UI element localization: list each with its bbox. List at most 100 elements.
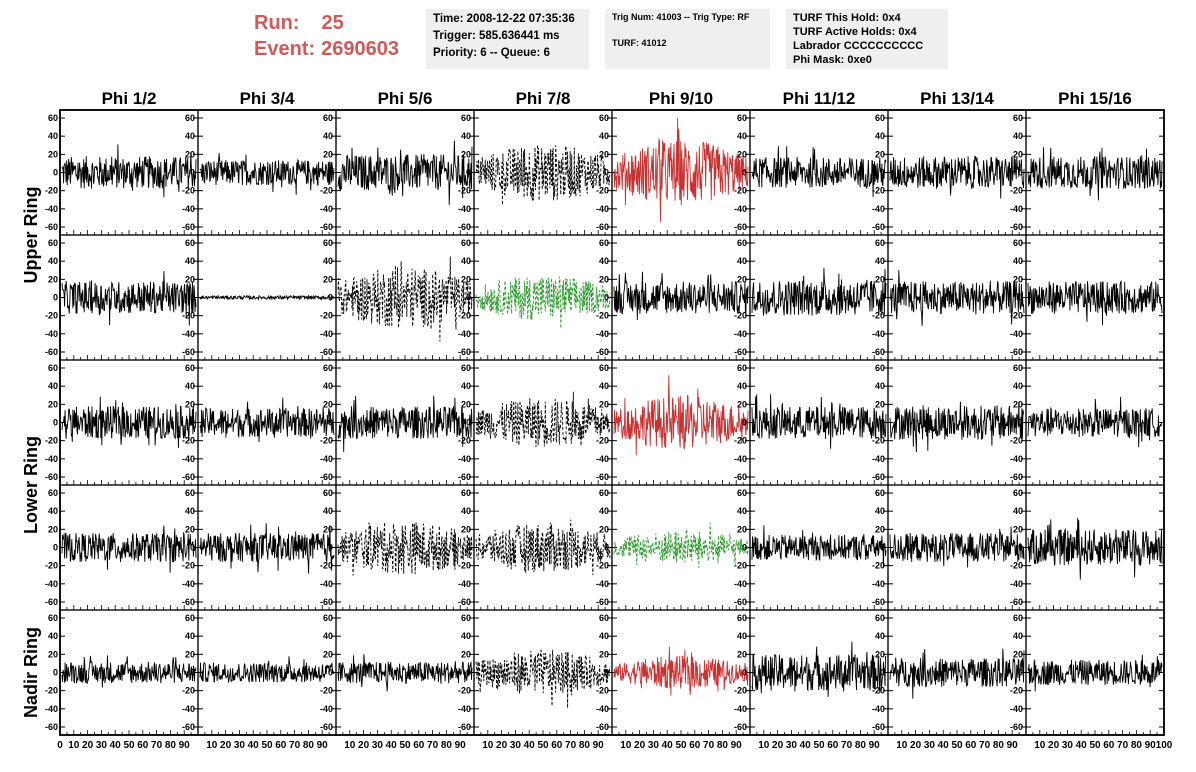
waveform-trace-r2-c7: [1027, 396, 1163, 448]
y-tick-label: 60: [1013, 488, 1023, 498]
y-tick-label: -20: [458, 436, 471, 446]
y-tick-label: -60: [320, 347, 333, 357]
x-tick-label: 60: [827, 740, 839, 751]
y-tick-label: -40: [182, 329, 195, 339]
y-tick-label: 20: [875, 524, 885, 534]
y-tick-label: 40: [1013, 506, 1023, 516]
y-tick-label: 60: [48, 238, 58, 248]
x-tick-label: 50: [1089, 740, 1101, 751]
y-tick-label: 20: [599, 399, 609, 409]
y-tick-label: 60: [1013, 613, 1023, 623]
y-tick-label: -20: [320, 561, 333, 571]
y-tick-label: 60: [461, 488, 471, 498]
y-tick-label: 60: [185, 363, 195, 373]
y-tick-label: 60: [461, 613, 471, 623]
waveform-trace-r1-c6: [889, 270, 1025, 326]
y-tick-label: -60: [458, 722, 471, 732]
x-tick-label: 40: [386, 740, 398, 751]
x-tick-label: 40: [1076, 740, 1088, 751]
priority-text: Priority: 6 -- Queue: 6: [433, 47, 550, 59]
y-tick-label: 0: [466, 668, 471, 678]
y-tick-label: 60: [599, 238, 609, 248]
y-tick-label: 20: [323, 649, 333, 659]
y-tick-label: 20: [323, 274, 333, 284]
x-tick-label: 10: [896, 740, 908, 751]
waveform-trace-r3-c2: [337, 522, 473, 576]
y-tick-label: -20: [45, 561, 58, 571]
panel-frame-r3-c3: [473, 484, 613, 611]
phi-mask-text: Phi Mask: 0xe0: [793, 54, 872, 66]
y-tick-label: 60: [323, 363, 333, 373]
y-tick-label: -20: [320, 436, 333, 446]
y-tick-label: 60: [185, 488, 195, 498]
y-tick-label: 60: [599, 363, 609, 373]
y-tick-label: -40: [1010, 454, 1023, 464]
y-tick-label: -40: [182, 204, 195, 214]
x-tick-label: 30: [786, 740, 798, 751]
y-tick-label: -20: [458, 561, 471, 571]
y-tick-label: -40: [320, 704, 333, 714]
y-tick-label: -40: [320, 204, 333, 214]
y-tick-label: -60: [872, 597, 885, 607]
y-tick-label: 0: [53, 668, 58, 678]
y-tick-label: 40: [185, 506, 195, 516]
y-tick-label: 40: [599, 256, 609, 266]
y-tick-label: 60: [185, 613, 195, 623]
y-tick-label: -60: [458, 222, 471, 232]
y-tick-label: 40: [1013, 131, 1023, 141]
y-tick-label: 40: [323, 131, 333, 141]
waveform-trace-r4-c2: [337, 654, 473, 692]
y-tick-label: -20: [596, 186, 609, 196]
y-tick-label: -20: [458, 311, 471, 321]
y-tick-label: 0: [742, 418, 747, 428]
y-tick-label: 60: [1013, 113, 1023, 123]
y-tick-label: -60: [596, 722, 609, 732]
y-tick-label: -40: [45, 454, 58, 464]
y-tick-label: 40: [461, 631, 471, 641]
waveform-trace-r2-c0: [61, 396, 197, 449]
y-tick-label: 20: [737, 524, 747, 534]
waveform-trace-r1-c0: [61, 271, 197, 326]
y-tick-label: 0: [742, 668, 747, 678]
waveform-trace-r4-c0: [61, 655, 197, 688]
x-tick-label: 40: [800, 740, 812, 751]
y-tick-label: -20: [734, 561, 747, 571]
y-tick-label: 0: [604, 668, 609, 678]
turf-text: TURF: 41012: [612, 38, 667, 48]
x-tick-label: 70: [841, 740, 853, 751]
y-tick-label: -20: [872, 436, 885, 446]
waveform-trace-r4-c5: [751, 641, 887, 697]
y-tick-label: 0: [1018, 668, 1023, 678]
y-tick-label: 60: [185, 238, 195, 248]
y-tick-label: 0: [604, 418, 609, 428]
y-tick-label: 0: [328, 293, 333, 303]
panel-frame-r0-c5: [749, 109, 889, 236]
column-header-7: Phi 15/16: [1058, 89, 1132, 108]
y-tick-label: 0: [466, 418, 471, 428]
column-header-3: Phi 7/8: [516, 89, 571, 108]
y-tick-label: 60: [737, 488, 747, 498]
panel-frame-r0-c3: [473, 109, 613, 236]
y-tick-label: 20: [48, 149, 58, 159]
x-tick-label: 80: [1131, 740, 1143, 751]
turf-hold-text: TURF This Hold: 0x4: [793, 12, 901, 24]
y-tick-label: -60: [734, 472, 747, 482]
y-tick-label: 40: [875, 631, 885, 641]
y-tick-label: -60: [734, 597, 747, 607]
y-tick-label: -60: [734, 722, 747, 732]
y-tick-label: -20: [872, 311, 885, 321]
x-tick-label: 90: [179, 740, 191, 751]
y-tick-label: 40: [737, 131, 747, 141]
y-tick-label: 40: [737, 631, 747, 641]
y-tick-label: -60: [596, 597, 609, 607]
y-tick-label: 40: [185, 256, 195, 266]
y-tick-label: -60: [458, 472, 471, 482]
y-tick-label: -20: [458, 186, 471, 196]
x-tick-label: 80: [303, 740, 315, 751]
waveform-trace-r1-c3: [475, 276, 611, 329]
y-tick-label: 60: [48, 113, 58, 123]
y-tick-label: 60: [599, 113, 609, 123]
y-tick-label: 20: [599, 274, 609, 284]
y-tick-label: -60: [182, 222, 195, 232]
y-tick-label: 40: [48, 131, 58, 141]
